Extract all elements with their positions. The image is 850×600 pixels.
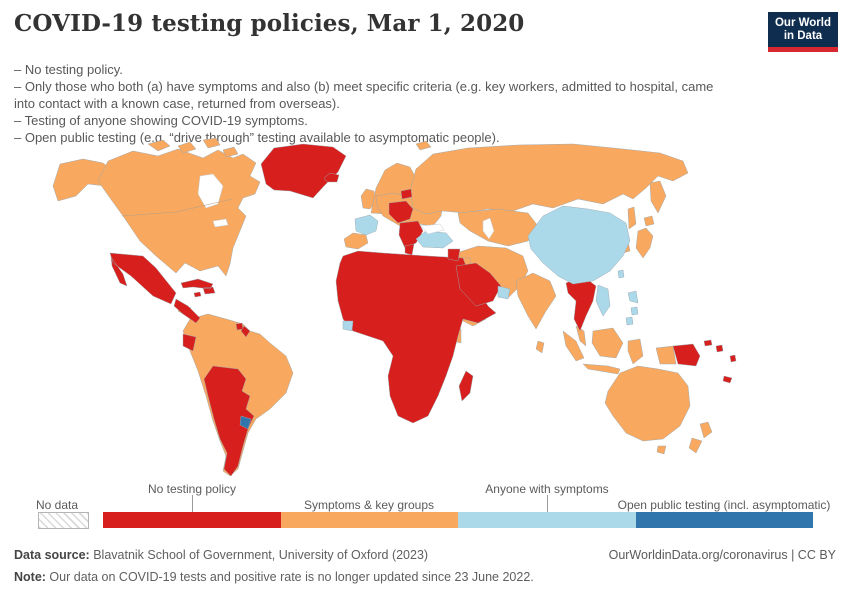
region-myanmar-thailand — [565, 275, 597, 332]
legend-label-no-testing-policy: No testing policy — [147, 482, 237, 496]
region-levant — [447, 248, 461, 262]
region-taiwan — [617, 269, 625, 279]
region-russia — [409, 143, 689, 215]
legend-segment-symptoms-key-groups[interactable] — [280, 512, 458, 528]
sea-black-sea — [420, 223, 445, 235]
subtitle: – No testing policy. – Only those who bo… — [14, 61, 714, 146]
legend-color-bar[interactable] — [103, 512, 813, 528]
region-china-mongolia — [527, 205, 631, 285]
region-arctic-islands — [147, 137, 239, 158]
sea-caspian — [482, 217, 495, 240]
region-oman — [497, 285, 511, 300]
region-guinea — [342, 320, 354, 332]
border-us-canada — [121, 198, 233, 217]
region-kamchatka — [649, 180, 667, 214]
subtitle-bullet-1: – No testing policy. — [14, 62, 123, 77]
region-baltics — [400, 188, 413, 200]
region-greenland — [260, 143, 347, 199]
region-sakhalin — [627, 206, 637, 230]
region-caribbean-islands — [180, 278, 244, 331]
region-canada-usa — [97, 148, 261, 277]
region-france — [354, 214, 379, 236]
region-southern-cone — [203, 365, 255, 477]
owid-logo[interactable]: Our World in Data — [768, 12, 838, 52]
region-new-zealand — [688, 421, 713, 454]
legend-label-symptoms-key-groups: Symptoms & key groups — [303, 498, 435, 512]
legend-tick-no-testing-policy — [192, 495, 193, 512]
region-uruguay — [239, 415, 252, 430]
data-source-line: Data source: Blavatnik School of Governm… — [14, 548, 428, 562]
owid-logo-line1: Our World — [774, 17, 831, 29]
region-iberia — [343, 232, 369, 250]
legend-segment-anyone-with-symptoms[interactable] — [458, 512, 636, 528]
region-ecuador — [182, 333, 197, 352]
data-source-label: Data source: — [14, 548, 90, 562]
region-eastern-europe — [388, 200, 414, 224]
region-uk — [360, 188, 377, 210]
legend-no-data-swatch — [38, 512, 89, 529]
region-mexico — [109, 252, 177, 305]
sea-great-lakes — [212, 218, 229, 228]
region-arabian-peninsula — [455, 262, 502, 307]
region-pacific-islands — [703, 339, 737, 384]
region-iceland — [323, 172, 340, 183]
map-legend: No data No testing policy Symptoms & key… — [0, 478, 850, 538]
legend-segment-no-testing-policy[interactable] — [103, 512, 281, 528]
region-vietnam — [595, 284, 611, 317]
region-malaysia-indonesia — [562, 325, 677, 375]
region-philippines — [625, 290, 639, 326]
region-australia — [604, 365, 691, 442]
page-title: COVID-19 testing policies, Mar 1, 2020 — [14, 10, 525, 37]
region-tasmania — [656, 445, 667, 455]
region-central-america — [173, 298, 201, 324]
note-value: Our data on COVID-19 tests and positive … — [45, 570, 534, 584]
region-india — [515, 272, 557, 330]
region-balkans — [398, 220, 424, 249]
region-greece — [404, 243, 415, 256]
sea-hudson-bay — [197, 173, 224, 209]
note-line: Note: Our data on COVID-19 tests and pos… — [14, 570, 534, 584]
region-papua-new-guinea — [672, 343, 701, 367]
footer-link[interactable]: OurWorldinData.org/coronavirus | CC BY — [608, 548, 836, 562]
note-label: Note: — [14, 570, 46, 584]
legend-tick-anyone-with-symptoms — [547, 495, 548, 512]
subtitle-bullet-4: – Open public testing (e.g. “drive throu… — [14, 130, 500, 145]
region-central-asia — [457, 208, 539, 247]
region-madagascar — [458, 370, 474, 402]
subtitle-bullet-3: – Testing of anyone showing COVID-19 sym… — [14, 113, 308, 128]
legend-no-data-label: No data — [35, 498, 79, 512]
legend-label-open-public-testing: Open public testing (incl. asymptomatic) — [617, 498, 831, 512]
data-source-value: Blavatnik School of Government, Universi… — [89, 548, 429, 562]
region-japan — [635, 215, 655, 259]
subtitle-bullet-2: – Only those who both (a) have symptoms … — [14, 79, 714, 111]
region-guyana — [240, 325, 251, 338]
region-svalbard — [415, 140, 432, 151]
owid-logo-line2: in Data — [783, 30, 823, 42]
legend-segment-open-public-testing[interactable] — [635, 512, 813, 528]
world-map — [28, 136, 823, 481]
region-sri-lanka — [535, 340, 545, 354]
legend-label-anyone-with-symptoms: Anyone with symptoms — [485, 482, 609, 496]
